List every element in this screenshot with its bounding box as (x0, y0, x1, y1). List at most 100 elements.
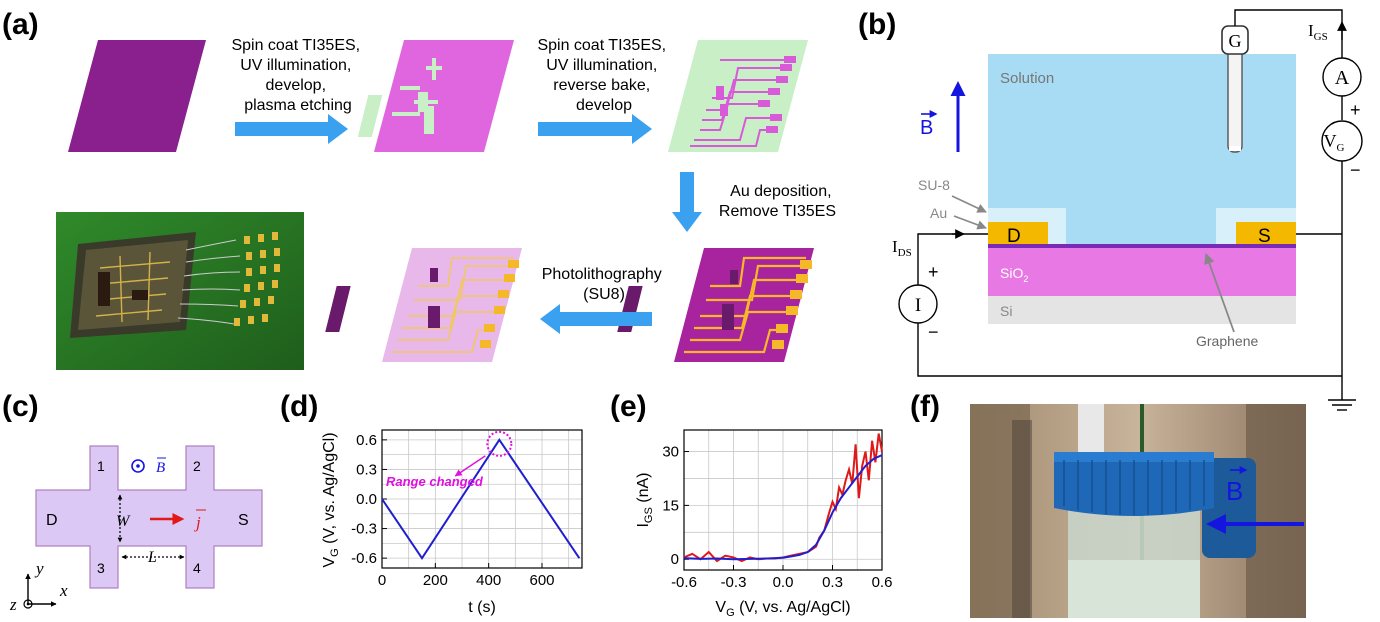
setup-photo: B (970, 404, 1306, 618)
x-axis-label: t (s) (468, 599, 496, 616)
drain-contact (988, 222, 1048, 246)
panel-label-b: (b) (858, 8, 896, 41)
step2-line4: develop (576, 97, 632, 114)
x-tick-label-3: 0.3 (822, 574, 843, 591)
vg-minus: − (1350, 160, 1361, 180)
hall-bar-shape (35, 445, 263, 589)
series-line-1 (683, 454, 883, 561)
step1-line3: develop, (266, 77, 327, 94)
solution-label: Solution (1000, 70, 1054, 87)
y-tick-label-3: 0.3 (356, 461, 377, 478)
peak-highlight-circle (486, 430, 513, 457)
terminal-4: 4 (193, 560, 201, 576)
au-label: Au (930, 205, 947, 221)
step2-line1: Spin coat TI35ES, (537, 37, 666, 54)
wafer-su8-final (325, 248, 522, 362)
svg-text:Spin coat TI35ES, UV ill: Spin coat TI35ES, UV illumination, devel… (231, 37, 364, 114)
series-line-0 (381, 438, 581, 560)
step3-line1: Au deposition, (730, 183, 831, 200)
graphene-pointer (1204, 252, 1235, 333)
b-field-label: B (920, 117, 933, 139)
step1-line4: plasma etching (244, 97, 352, 114)
b-out-of-page-icon (131, 459, 145, 473)
step1-line1: Spin coat TI35ES, (231, 37, 360, 54)
graphene-label: Graphene (1196, 333, 1258, 349)
hall-drain: D (46, 512, 58, 529)
y-tick-label-1: -0.3 (351, 521, 377, 538)
x-tick-label-2: 400 (476, 572, 501, 589)
vg-label: VG (1324, 131, 1345, 154)
gate-tip (1229, 146, 1241, 151)
width-label: W (116, 513, 131, 530)
step1-line2: UV illumination, (240, 57, 351, 74)
current-source-label: I (915, 295, 921, 316)
y-axis-label: IGS (nA) (635, 472, 655, 527)
x-tick-label-0: -0.6 (671, 574, 697, 591)
ids-label: IDS (892, 237, 912, 259)
sio2-layer (988, 248, 1296, 296)
y-tick-label-0: -0.6 (351, 550, 377, 567)
x-tick-label-3: 600 (529, 572, 554, 589)
step4-line2: (SU8) (583, 286, 625, 303)
axis-x: x (59, 581, 68, 600)
x-tick-label-0: 0 (378, 572, 386, 589)
gate-electrode (1227, 47, 1243, 153)
device-photo (56, 212, 304, 370)
coordinate-axes: y x z (9, 559, 68, 614)
process-arrow-4 (540, 304, 652, 334)
annotation-pointer (454, 455, 486, 477)
x-tick-label-1: -0.3 (721, 574, 747, 591)
y-tick-label-2: 30 (662, 444, 679, 461)
svg-text:Spin coat TI35ES, UV ill: Spin coat TI35ES, UV illumination, rever… (537, 37, 670, 114)
gate-label: G (1229, 31, 1242, 51)
axis-z: z (9, 595, 17, 614)
panel-label-a: (a) (2, 8, 39, 41)
wafer-patterned (357, 40, 514, 152)
panel-label-e: (e) (610, 390, 647, 423)
si-layer (988, 296, 1296, 324)
gate-voltage-source (1321, 120, 1363, 162)
au-pointer (953, 215, 987, 230)
source-contact (1236, 222, 1296, 246)
step4-line1: Photolithography (542, 266, 662, 283)
step3-line2: Remove TI35ES (719, 203, 836, 220)
length-label: L (147, 549, 157, 566)
axis-y: y (34, 559, 44, 578)
process-arrow-2 (538, 114, 652, 144)
process-arrow-1 (235, 114, 348, 144)
svg-text:Au deposition, Remove TI: Au deposition, Remove TI35ES (719, 183, 836, 220)
terminal-1: 1 (97, 458, 105, 474)
y-tick-label-1: 15 (662, 497, 679, 514)
panel-label-f: (f) (910, 390, 940, 423)
step2-line3: reverse bake, (553, 77, 650, 94)
is-minus: − (928, 322, 939, 342)
vg-plus: + (1350, 100, 1361, 120)
process-arrow-3 (672, 172, 702, 232)
graphene-layer (988, 244, 1296, 248)
step2-line2: UV illumination, (546, 57, 657, 74)
terminal-3: 3 (97, 560, 105, 576)
su8-label: SU-8 (918, 177, 950, 193)
panel-label-d: (d) (280, 390, 318, 423)
x-axis-label: VG (V, vs. Ag/AgCl) (715, 599, 850, 619)
wafer-resist-pattern (668, 40, 808, 152)
terminal-2: 2 (193, 458, 201, 474)
x-tick-label-2: 0.0 (773, 574, 794, 591)
hall-field-label: B (156, 460, 165, 476)
ground-symbol (1328, 399, 1356, 411)
chart-d: 0 200 400 600 -0.6 -0.3 0.0 0.3 0.6 t (s) VG (V, v… (321, 429, 583, 616)
y-tick-label-2: 0.0 (356, 491, 377, 508)
panel-b-schematic: Solution D S SiO2 Si SU-8 Au Graphene B … (892, 9, 1363, 411)
f-b-field-label: B (1226, 476, 1243, 506)
panel-label-c: (c) (2, 390, 39, 423)
drain-label: D (1007, 226, 1021, 247)
chart-e: -0.6 -0.3 0.0 0.3 0.6 0 15 30 VG (V, vs. Ag/AgCl… (635, 429, 892, 619)
source-label: S (1258, 226, 1271, 247)
su8-pointer (951, 195, 987, 213)
ammeter (1322, 57, 1362, 97)
si-label: Si (1000, 303, 1012, 319)
b-out-of-page-dot (136, 464, 140, 468)
circuit-wires (917, 9, 1343, 400)
current-label: j (194, 513, 201, 532)
